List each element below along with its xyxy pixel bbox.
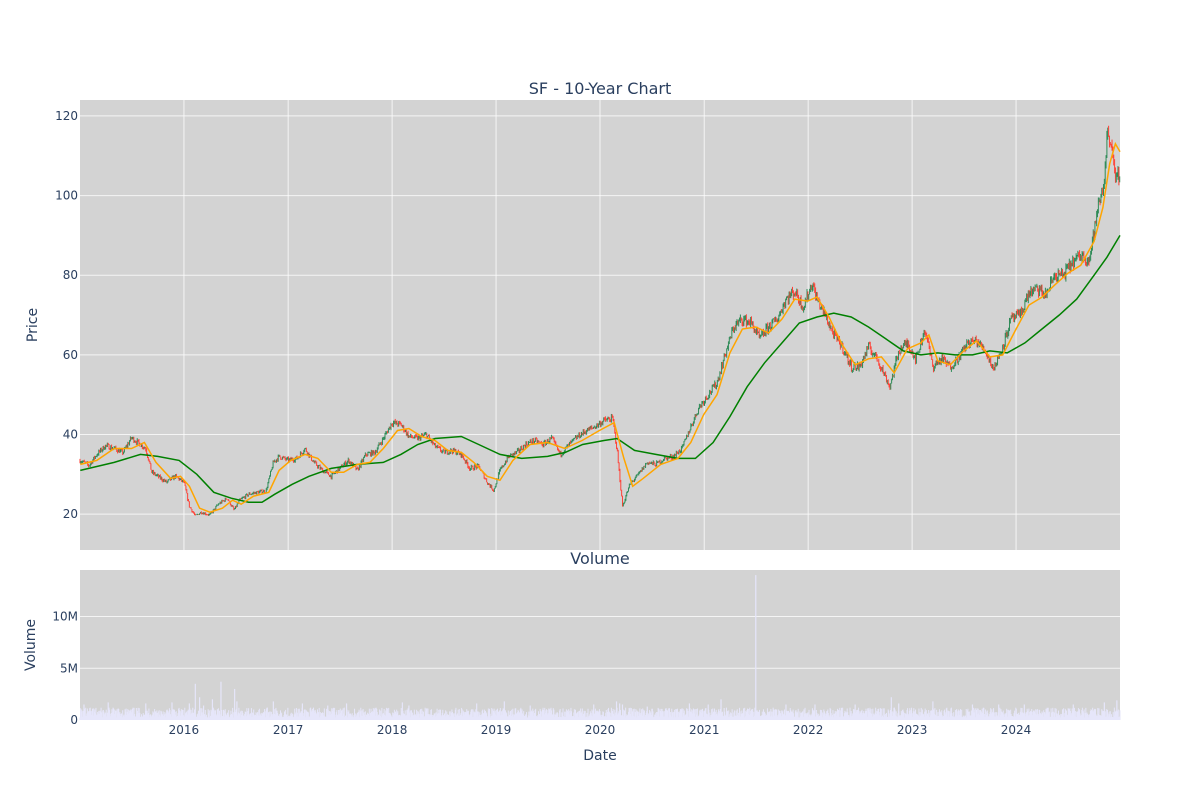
volume-chart-title: Volume [570, 549, 630, 568]
date-x-ticks: 2016 2017 2018 2019 2020 2021 2022 2023 2024 [169, 723, 1032, 737]
x-tick-label: 2018 [377, 723, 408, 737]
volume-y-tick-label: 10M [52, 610, 78, 624]
x-tick-label: 2019 [481, 723, 512, 737]
x-tick-label: 2020 [585, 723, 616, 737]
volume-bars [79, 575, 1121, 720]
x-tick-label: 2024 [1001, 723, 1032, 737]
x-tick-label: 2021 [689, 723, 720, 737]
price-y-tick-label: 80 [63, 268, 78, 282]
price-axis-title: Price [25, 308, 41, 342]
x-tick-label: 2022 [793, 723, 824, 737]
volume-y-tick-label: 5M [60, 661, 78, 675]
price-lines [80, 141, 1121, 513]
price-chart-title: SF - 10-Year Chart [529, 79, 671, 98]
short-moving-average-line [80, 141, 1121, 513]
x-tick-label: 2017 [273, 723, 304, 737]
price-y-ticks: 20 40 60 80 100 120 [55, 109, 78, 521]
long-moving-average-line [80, 235, 1121, 503]
volume-plot-area [80, 570, 1120, 720]
price-gridlines [80, 100, 1120, 550]
price-y-tick-label: 100 [55, 189, 78, 203]
volume-y-tick-label: 0 [70, 713, 78, 727]
price-y-tick-label: 120 [55, 109, 78, 123]
price-y-tick-label: 60 [63, 348, 78, 362]
x-tick-label: 2016 [169, 723, 200, 737]
price-y-tick-label: 40 [63, 428, 78, 442]
volume-y-ticks: 0 5M 10M [52, 610, 78, 727]
x-tick-label: 2023 [897, 723, 928, 737]
volume-axis-title: Volume [23, 619, 39, 671]
date-axis-title: Date [583, 748, 616, 764]
price-y-tick-label: 20 [63, 507, 78, 521]
